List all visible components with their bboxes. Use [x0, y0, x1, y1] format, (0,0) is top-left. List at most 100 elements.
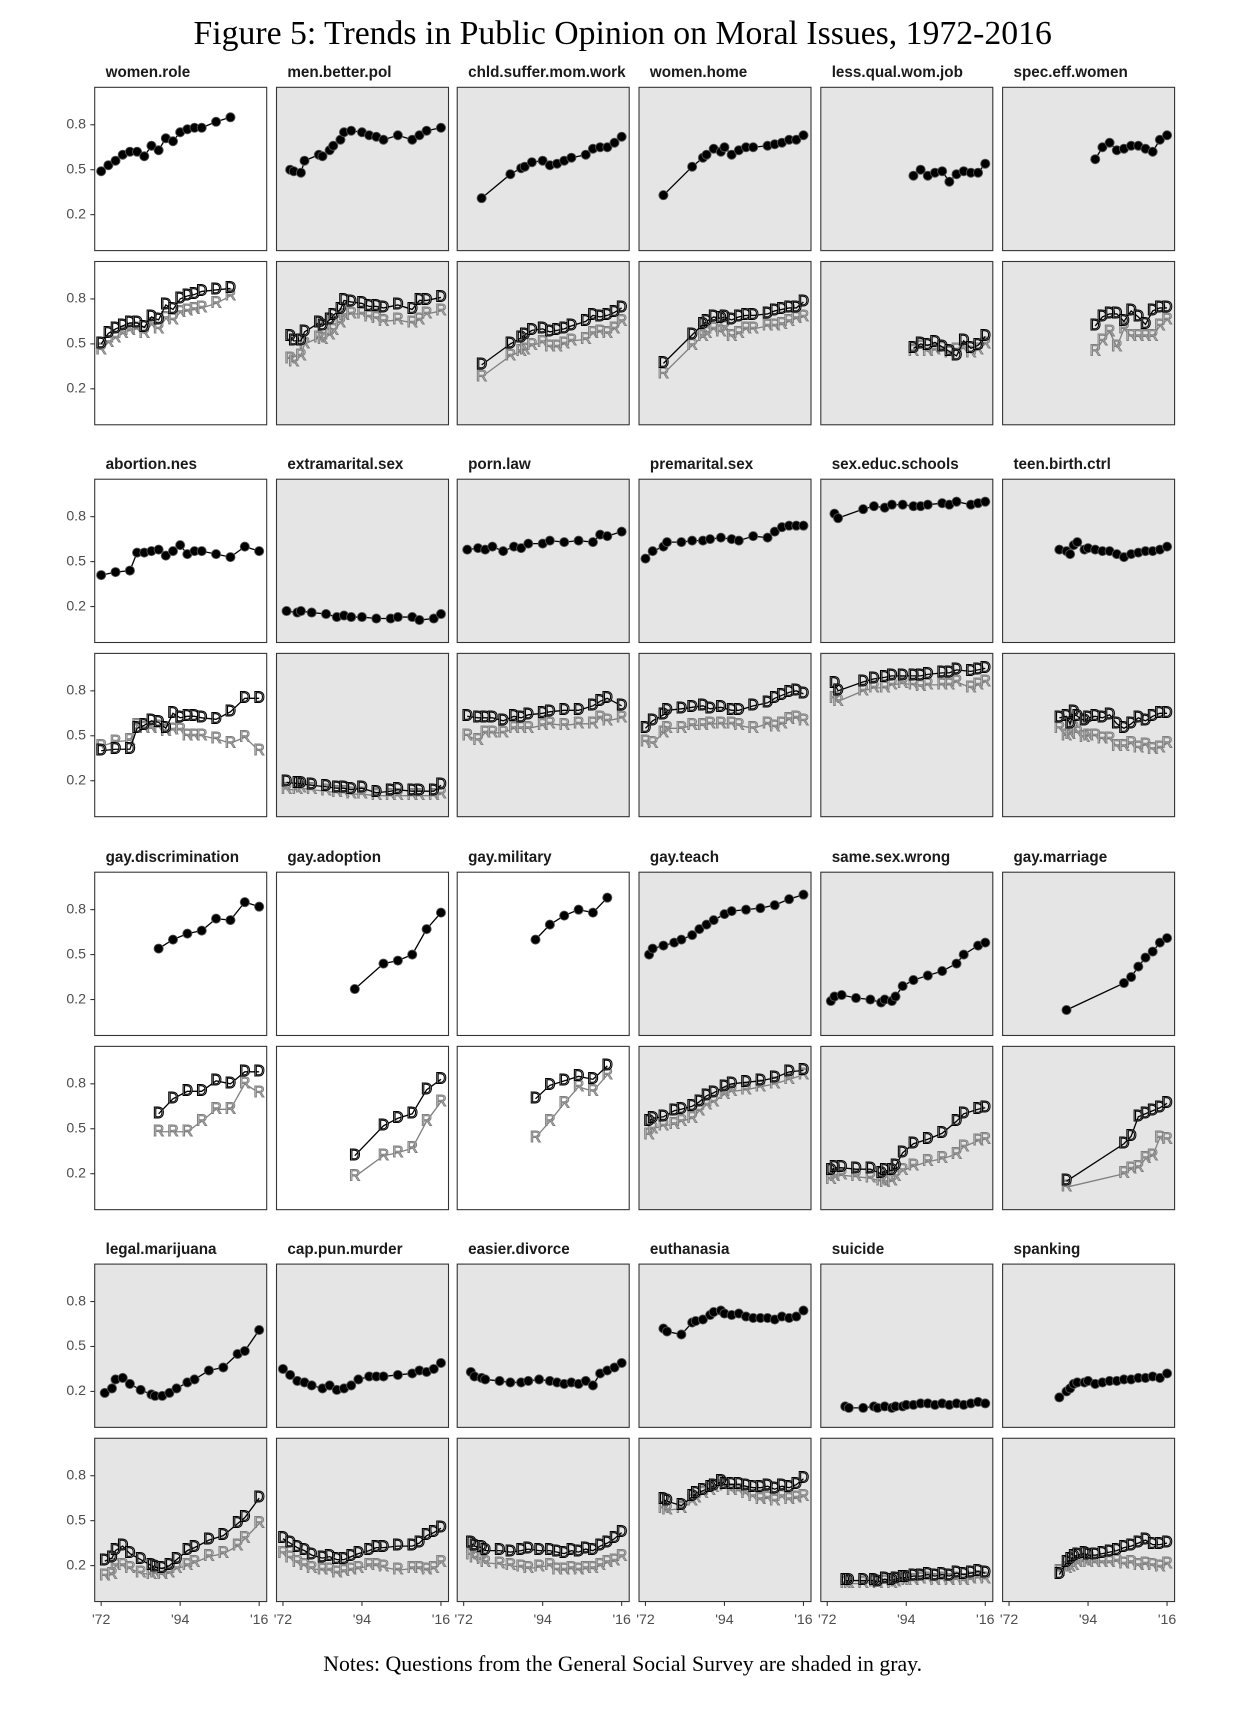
point [908, 170, 919, 181]
panel-title: porn.law [468, 456, 531, 473]
party-marker: R [516, 719, 527, 736]
party-marker: D [1065, 1551, 1076, 1568]
party-marker: D [1054, 709, 1065, 726]
point [523, 1375, 534, 1386]
point [211, 549, 222, 560]
party-marker: D [407, 1537, 418, 1554]
party-marker: D [937, 338, 948, 355]
party-marker: D [965, 662, 976, 679]
party-marker: D [218, 1527, 229, 1544]
point [346, 612, 357, 623]
party-marker: R [189, 300, 200, 317]
party-marker: R [1083, 1554, 1094, 1571]
party-marker: D [769, 1480, 780, 1497]
party-marker: D [829, 674, 840, 691]
point [616, 1357, 627, 1368]
party-marker: R [798, 1066, 809, 1083]
panel [275, 86, 450, 252]
y-tick-label: 0.5 [66, 552, 86, 568]
party-marker: D [958, 332, 969, 349]
party-marker: R [519, 341, 530, 358]
party-marker: D [544, 323, 555, 340]
panel-title: spec.eff.women [1013, 64, 1127, 81]
party-marker: R [317, 1561, 328, 1578]
party-marker: R [1133, 739, 1144, 756]
point [701, 919, 712, 930]
party-marker: D [508, 707, 519, 724]
point [1104, 137, 1115, 148]
party-marker: R [146, 315, 157, 332]
point [211, 116, 222, 127]
party-marker: R [937, 1570, 948, 1587]
party-marker: R [980, 335, 991, 352]
party-marker: R [196, 1112, 207, 1129]
party-marker: R [980, 673, 991, 690]
panel [456, 478, 630, 644]
party-marker: D [421, 291, 432, 308]
panel [638, 86, 812, 252]
point [748, 531, 759, 542]
party-marker: R [523, 719, 534, 736]
party-marker: R [890, 1168, 901, 1185]
party-marker: D [715, 309, 726, 326]
party-marker: D [435, 776, 446, 793]
party-marker: D [356, 294, 367, 311]
party-line [663, 1480, 804, 1511]
party-marker: R [346, 1561, 357, 1578]
point [428, 613, 439, 624]
party-marker: D [879, 1162, 890, 1179]
point [182, 928, 193, 939]
party-line [101, 697, 260, 752]
party-marker: D [1111, 305, 1122, 322]
party-marker: R [566, 332, 577, 349]
point [407, 134, 418, 145]
party-marker: R [414, 1560, 425, 1577]
panel-title: premarital.sex [650, 456, 754, 473]
party-marker: R [124, 321, 135, 338]
point [239, 541, 250, 552]
party-marker: R [182, 727, 193, 744]
party-marker: R [171, 1560, 182, 1577]
party-marker: D [715, 1473, 726, 1490]
party-marker: D [110, 320, 121, 337]
party-marker: R [544, 338, 555, 355]
party-marker: R [516, 1558, 527, 1575]
point [239, 1345, 250, 1356]
party-marker: R [139, 324, 150, 341]
panel-title: gay.discrimination [106, 849, 239, 866]
party-marker: D [825, 1162, 836, 1179]
party-marker: R [791, 709, 802, 726]
party-marker: D [544, 1542, 555, 1559]
panel [638, 478, 812, 644]
party-marker: R [1090, 727, 1101, 744]
party-marker: D [392, 296, 403, 313]
party-marker: R [784, 710, 795, 727]
point [505, 1377, 516, 1388]
party-marker: D [980, 659, 991, 676]
point [225, 552, 236, 563]
party-marker: D [526, 321, 537, 338]
party-marker: R [741, 1081, 752, 1098]
party-marker: R [951, 1145, 962, 1162]
party-marker: R [776, 315, 787, 332]
party-marker: R [435, 1093, 446, 1110]
party-marker: D [762, 305, 773, 322]
party-marker: D [915, 335, 926, 352]
point [295, 167, 306, 178]
point [346, 1380, 357, 1391]
party-marker: D [658, 1108, 669, 1125]
x-tick-label: '16 [1158, 1611, 1177, 1627]
x-tick-label: '94 [533, 1611, 552, 1627]
party-line [354, 1078, 442, 1157]
party-marker: R [1065, 725, 1076, 742]
party-marker: R [798, 712, 809, 729]
point [139, 151, 150, 162]
party-marker: R [498, 724, 509, 741]
party-marker: R [719, 1477, 730, 1494]
party-marker: R [110, 1557, 121, 1574]
party-line [913, 335, 986, 357]
y-tick-label: 0.8 [66, 1466, 86, 1482]
party-marker: D [973, 1100, 984, 1117]
party-marker: R [371, 787, 382, 804]
party-marker: D [182, 287, 193, 304]
